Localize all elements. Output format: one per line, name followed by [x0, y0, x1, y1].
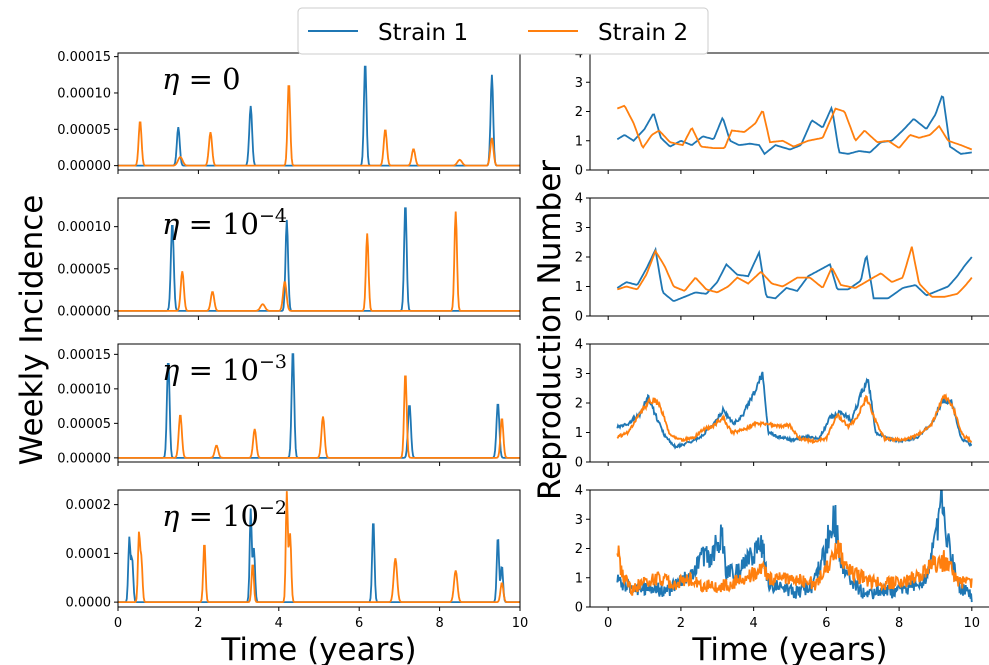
- y-tick-label: 2: [575, 251, 583, 266]
- right-ylabel: Reproduction Number: [532, 160, 568, 500]
- y-tick-label: 2: [575, 397, 583, 412]
- panel-annotation: η = 0: [162, 62, 241, 96]
- x-tick-label: 4: [275, 616, 283, 631]
- y-tick-label: 0.00015: [57, 348, 111, 363]
- panel-incidence-eta-1e-2: 0.0000 0.0001 0.0002 0 2 4 6 8 10 η = 10−2: [66, 489, 529, 631]
- y-tick-label: 1: [575, 426, 583, 441]
- panel-reproduction-eta-1e-3: 0 1 2 3 4: [575, 338, 989, 471]
- left-ylabel: Weekly Incidence: [14, 195, 50, 466]
- y-tick-label: 0.00010: [57, 86, 111, 101]
- axes-frame: [117, 343, 521, 463]
- y-tick-label: 0.00005: [57, 123, 111, 138]
- x-tick-label: 8: [435, 616, 443, 631]
- series-line-strain-2: [617, 246, 973, 298]
- legend: Strain 1 Strain 2: [297, 7, 709, 55]
- y-tick-label: 4: [575, 484, 583, 499]
- series-line-strain-2: [118, 85, 520, 167]
- y-tick-label: 0.00000: [57, 159, 111, 174]
- panel-incidence-eta-0: 0.00000 0.00005 0.00010 0.00015 η = 0: [57, 50, 521, 174]
- y-tick-label: 3: [575, 513, 583, 528]
- x-tick-label: 10: [964, 616, 981, 631]
- series-line-strain-1: [616, 371, 973, 450]
- series-line-strain-2: [118, 491, 520, 603]
- panel-annotation: η = 10−3: [162, 351, 287, 387]
- y-tick-label: 3: [575, 367, 583, 382]
- y-tick-label: 1: [575, 571, 583, 586]
- legend-label-strain-1: Strain 1: [378, 20, 468, 46]
- series-line-strain-2: [616, 104, 973, 151]
- y-tick-label: 0.00015: [57, 50, 111, 65]
- axes-frame: [589, 52, 989, 171]
- y-tick-label: 0.00005: [57, 417, 111, 432]
- y-tick-label: 0.0000: [66, 596, 112, 611]
- legend-label-strain-2: Strain 2: [598, 20, 688, 46]
- y-tick-label: 3: [575, 76, 583, 91]
- y-tick-label: 0.00000: [57, 304, 111, 319]
- x-tick-label: 0: [604, 616, 612, 631]
- series-line-strain-2: [616, 393, 973, 445]
- y-tick-label: 0.00010: [57, 220, 111, 235]
- left-xlabel: Time (years): [220, 632, 416, 665]
- right-xlabel: Time (years): [691, 632, 887, 665]
- y-tick-label: 1: [575, 280, 583, 295]
- y-tick-label: 3: [575, 221, 583, 236]
- y-tick-label: 4: [575, 192, 583, 207]
- x-tick-label: 4: [749, 616, 757, 631]
- y-tick-label: 0.0001: [66, 547, 112, 562]
- x-tick-label: 10: [512, 616, 529, 631]
- series-line-strain-1: [616, 490, 973, 603]
- series-line-strain-1: [616, 246, 973, 302]
- y-tick-label: 2: [575, 542, 583, 557]
- axes-frame: [589, 197, 989, 317]
- series-line-strain-2: [616, 540, 973, 596]
- y-tick-label: 0.0002: [66, 498, 112, 513]
- panel-annotation: η = 10−2: [162, 497, 287, 533]
- y-tick-label: 0.00000: [57, 451, 111, 466]
- y-tick-label: 2: [575, 105, 583, 120]
- y-tick-label: 0: [575, 310, 583, 325]
- legend-frame: [297, 7, 709, 55]
- panel-reproduction-eta-1e-2: 0 1 2 3 4 0 2 4 6 8 10: [575, 484, 989, 631]
- y-tick-label: 0.00010: [57, 382, 111, 397]
- x-tick-label: 2: [677, 616, 685, 631]
- x-tick-label: 2: [194, 616, 202, 631]
- y-tick-label: 1: [575, 134, 583, 149]
- x-tick-label: 6: [822, 616, 830, 631]
- y-tick-label: 4: [575, 338, 583, 353]
- axes-frame: [117, 489, 521, 608]
- y-tick-label: 0: [575, 601, 583, 616]
- panel-incidence-eta-1e-4: 0.00000 0.00005 0.00010 η = 10−4: [57, 197, 521, 320]
- y-tick-label: 0: [575, 164, 583, 179]
- panel-annotation: η = 10−4: [162, 205, 287, 241]
- series-line-strain-2: [118, 211, 520, 312]
- panel-incidence-eta-1e-3: 0.00000 0.00005 0.00010 0.00015 η = 10−3: [57, 343, 521, 466]
- y-tick-label: 0.00005: [57, 262, 111, 277]
- series-line-strain-2: [118, 375, 520, 459]
- panel-reproduction-eta-1e-4: 0 1 2 3 4: [575, 192, 989, 325]
- axes-frame: [117, 197, 521, 317]
- y-tick-label: 0: [575, 456, 583, 471]
- x-tick-label: 8: [895, 616, 903, 631]
- x-tick-label: 6: [355, 616, 363, 631]
- x-tick-label: 0: [114, 616, 122, 631]
